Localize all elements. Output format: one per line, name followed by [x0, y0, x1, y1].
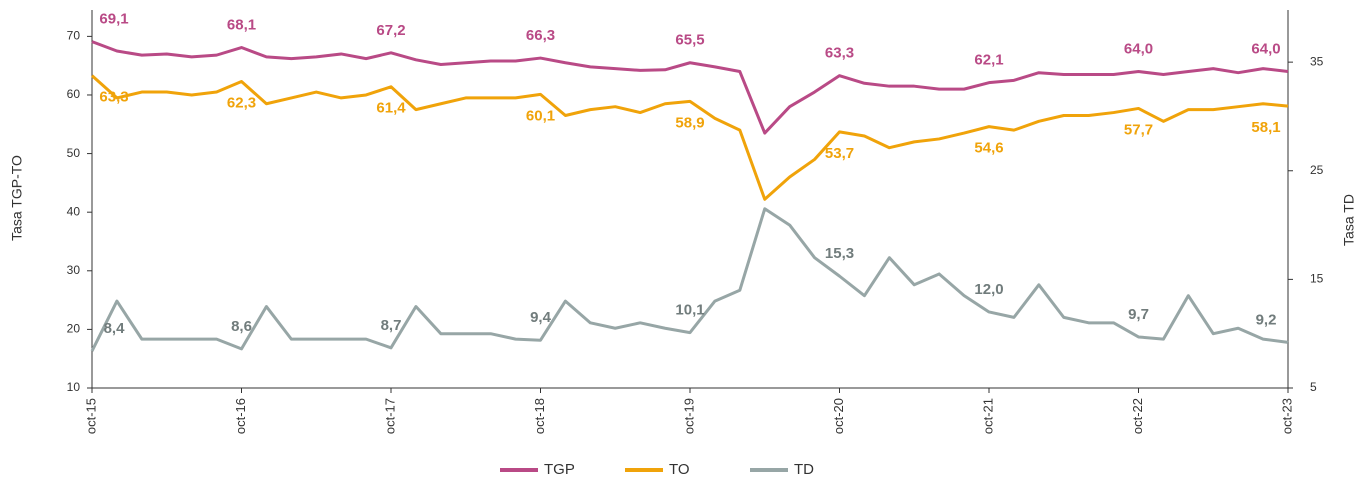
value-label: 63,3	[825, 45, 854, 62]
value-label: 63,3	[99, 89, 128, 106]
y-tick-label: 60	[67, 87, 81, 101]
y-tick-label: 70	[67, 29, 81, 43]
legend-label: TGP	[544, 461, 575, 478]
value-label: 65,5	[675, 32, 704, 49]
legend-label: TD	[794, 461, 814, 478]
y-tick-label: 30	[67, 263, 81, 277]
y-tick-label: 20	[67, 322, 81, 336]
y2-tick-label: 15	[1310, 272, 1324, 286]
value-label: 15,3	[825, 245, 854, 262]
series-line	[90, 207, 1289, 352]
value-label: 10,1	[675, 302, 704, 319]
value-label: 8,6	[231, 318, 252, 335]
y-tick-label: 40	[67, 204, 81, 218]
y-tick-label: 10	[67, 380, 81, 394]
value-label: 62,1	[974, 52, 1003, 69]
value-label: 53,7	[825, 145, 854, 162]
value-label: 58,9	[675, 114, 704, 131]
value-label: 12,0	[974, 281, 1003, 298]
y2-axis-label: Tasa TD	[1341, 194, 1357, 246]
series-line	[91, 74, 1289, 201]
value-label: 57,7	[1124, 121, 1153, 138]
value-label: 54,6	[974, 140, 1003, 157]
x-tick-label: oct-21	[980, 398, 995, 434]
y2-tick-label: 35	[1310, 54, 1324, 68]
value-label: 62,3	[227, 94, 256, 111]
value-label: 68,1	[227, 16, 256, 33]
x-tick-label: oct-23	[1279, 398, 1294, 434]
value-label: 8,4	[104, 320, 126, 337]
x-tick-label: oct-15	[83, 398, 98, 434]
x-tick-label: oct-20	[831, 398, 846, 434]
series-line	[91, 40, 1289, 135]
value-label: 8,7	[381, 317, 402, 334]
x-tick-label: oct-18	[532, 398, 547, 434]
y-tick-label: 50	[67, 146, 81, 160]
x-tick-label: oct-22	[1130, 398, 1145, 434]
value-label: 9,7	[1128, 306, 1149, 323]
value-label: 66,3	[526, 27, 555, 44]
y-axis-label: Tasa TGP-TO	[9, 155, 25, 241]
value-label: 69,1	[99, 11, 128, 28]
value-label: 61,4	[376, 100, 406, 117]
y2-tick-label: 5	[1310, 380, 1317, 394]
x-tick-label: oct-16	[233, 398, 248, 434]
value-label: 64,0	[1124, 41, 1153, 58]
x-tick-label: oct-17	[382, 398, 397, 434]
value-label: 64,0	[1251, 41, 1280, 58]
value-label: 67,2	[376, 22, 405, 39]
value-label: 60,1	[526, 107, 555, 124]
value-label: 9,4	[530, 309, 552, 326]
legend-label: TO	[669, 461, 690, 478]
y2-tick-label: 25	[1310, 163, 1324, 177]
x-tick-label: oct-19	[681, 398, 696, 434]
value-label: 58,1	[1251, 119, 1280, 136]
value-label: 9,2	[1256, 311, 1277, 328]
